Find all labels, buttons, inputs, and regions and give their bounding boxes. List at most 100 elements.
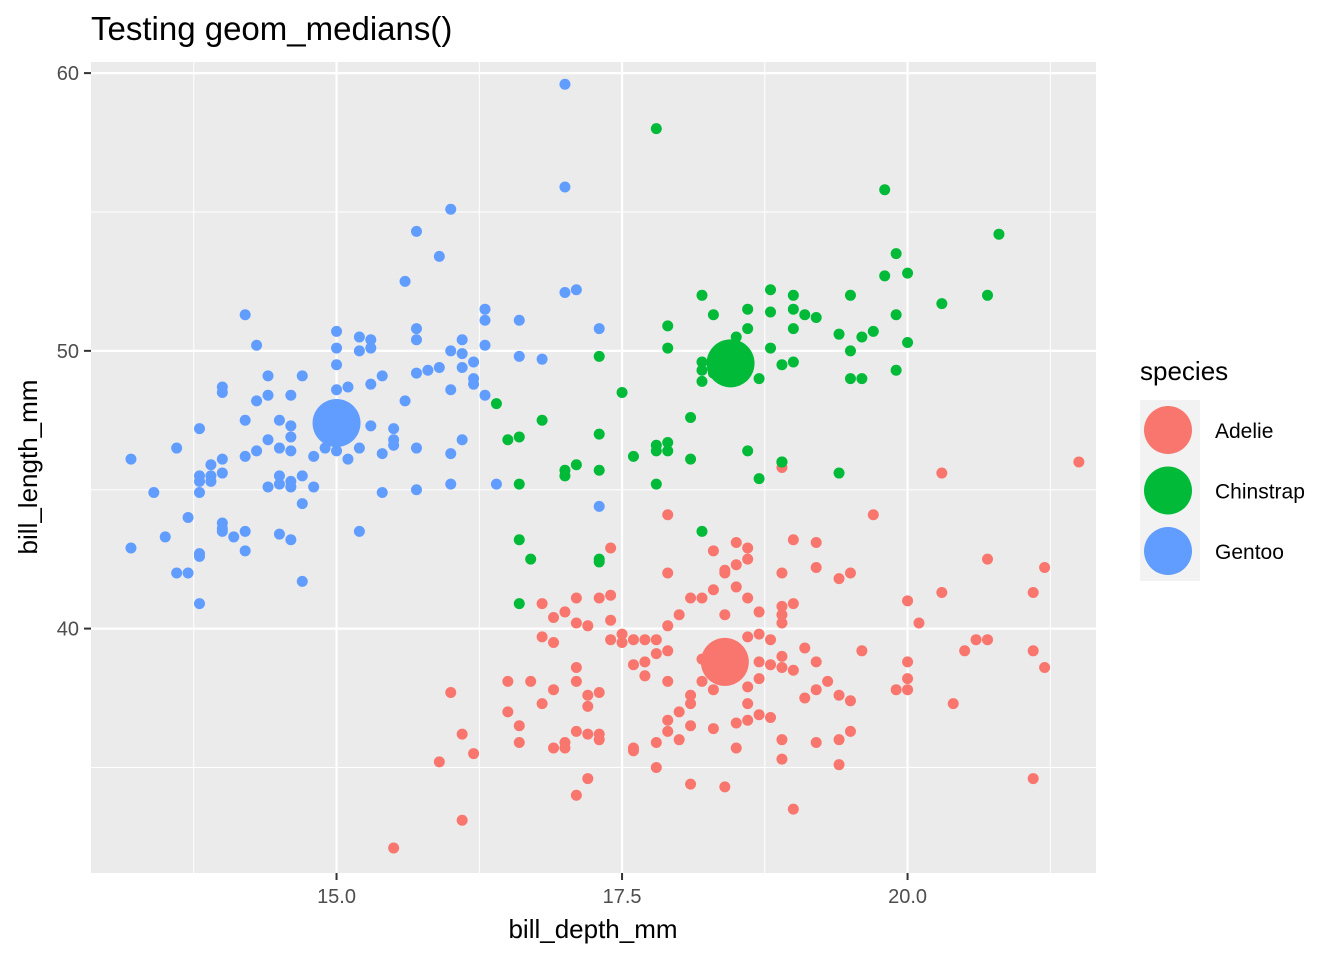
y-axis-title: bill_length_mm <box>13 380 43 555</box>
adelie-point <box>810 561 822 573</box>
x-axis: 15.0 17.5 20.0 <box>317 873 927 908</box>
x-axis-title: bill_depth_mm <box>508 914 677 944</box>
chinstrap-point <box>890 248 902 260</box>
chinstrap-point <box>696 364 708 376</box>
adelie-point <box>742 681 754 693</box>
chinstrap-point <box>742 303 754 315</box>
adelie-point <box>433 756 445 768</box>
gentoo-point <box>251 339 263 351</box>
adelie-point <box>707 723 719 735</box>
adelie-point <box>787 598 799 610</box>
adelie-point <box>902 684 914 696</box>
chinstrap-point <box>890 309 902 321</box>
adelie-point <box>753 628 765 640</box>
adelie-point <box>548 611 560 623</box>
adelie-point <box>707 545 719 557</box>
adelie-point <box>844 695 856 707</box>
adelie-point <box>570 725 582 737</box>
gentoo-point <box>468 356 480 368</box>
adelie-point <box>776 600 788 612</box>
gentoo-point <box>513 350 525 362</box>
adelie-point <box>650 736 662 748</box>
adelie-point <box>707 684 719 696</box>
gentoo-point <box>513 314 525 326</box>
adelie-point <box>673 734 685 746</box>
adelie-point <box>753 709 765 721</box>
chinstrap-point <box>936 298 948 310</box>
adelie-point <box>776 753 788 765</box>
adelie-point <box>570 789 582 801</box>
adelie-point <box>559 742 571 754</box>
chinstrap-point <box>616 387 628 399</box>
adelie-point <box>753 606 765 618</box>
adelie-point <box>753 673 765 685</box>
gentoo-point <box>331 342 343 354</box>
gentoo-point <box>410 367 422 379</box>
adelie-point <box>502 675 514 687</box>
adelie-point <box>627 659 639 671</box>
adelie-point <box>822 675 834 687</box>
legend-label-gentoo: Gentoo <box>1215 541 1284 564</box>
adelie-point <box>776 609 788 621</box>
gentoo-point <box>285 420 297 432</box>
gentoo-point <box>148 486 160 498</box>
adelie-point <box>844 725 856 737</box>
gentoo-point <box>125 453 137 465</box>
adelie-point <box>742 542 754 554</box>
gentoo-point <box>410 323 422 335</box>
chinstrap-point <box>662 342 674 354</box>
chinstrap-point <box>810 312 822 324</box>
adelie-point <box>902 656 914 668</box>
gentoo-point <box>479 339 491 351</box>
gentoo-point <box>239 545 251 557</box>
gentoo-point <box>296 498 308 510</box>
chinstrap-point <box>765 284 777 296</box>
adelie-point <box>856 645 868 657</box>
gentoo-point <box>296 575 308 587</box>
gentoo-point <box>331 384 343 396</box>
chinstrap-point <box>650 123 662 135</box>
adelie-point <box>833 689 845 701</box>
gentoo-point <box>422 364 434 376</box>
gentoo-point <box>399 395 411 407</box>
adelie-point <box>685 778 697 790</box>
legend-label-adelie: Adelie <box>1215 420 1273 443</box>
gentoo-point <box>159 531 171 543</box>
adelie-point <box>742 698 754 710</box>
x-tick-label: 20.0 <box>888 886 927 908</box>
adelie-point <box>605 589 617 601</box>
chinstrap-point <box>696 375 708 387</box>
chinstrap-point <box>787 356 799 368</box>
gentoo-point <box>216 467 228 479</box>
gentoo-point <box>445 478 457 490</box>
gentoo-point <box>285 445 297 457</box>
chinstrap-point <box>787 323 799 335</box>
chinstrap-point <box>753 473 765 485</box>
adelie-point <box>650 761 662 773</box>
chinstrap-point <box>696 289 708 301</box>
adelie-point <box>707 584 719 596</box>
gentoo-point <box>251 395 263 407</box>
gentoo-point <box>171 567 183 579</box>
adelie-point <box>776 567 788 579</box>
chinstrap-point <box>513 598 525 610</box>
gentoo-point <box>410 442 422 454</box>
gentoo-point <box>331 325 343 337</box>
adelie-point <box>570 617 582 629</box>
chinstrap-point <box>753 373 765 385</box>
adelie-point <box>650 648 662 660</box>
gentoo-point <box>285 389 297 401</box>
gentoo-point <box>456 362 468 374</box>
gentoo-point <box>228 531 240 543</box>
legend-key-chinstrap <box>1144 466 1192 515</box>
minor-gridlines <box>91 62 1096 873</box>
gentoo-point <box>388 439 400 451</box>
chinstrap-point <box>867 325 879 337</box>
chinstrap-point <box>593 556 605 568</box>
gentoo-point <box>273 478 285 490</box>
adelie-point <box>776 650 788 662</box>
adelie-point <box>639 656 651 668</box>
gentoo-point <box>182 567 194 579</box>
adelie-point <box>810 656 822 668</box>
